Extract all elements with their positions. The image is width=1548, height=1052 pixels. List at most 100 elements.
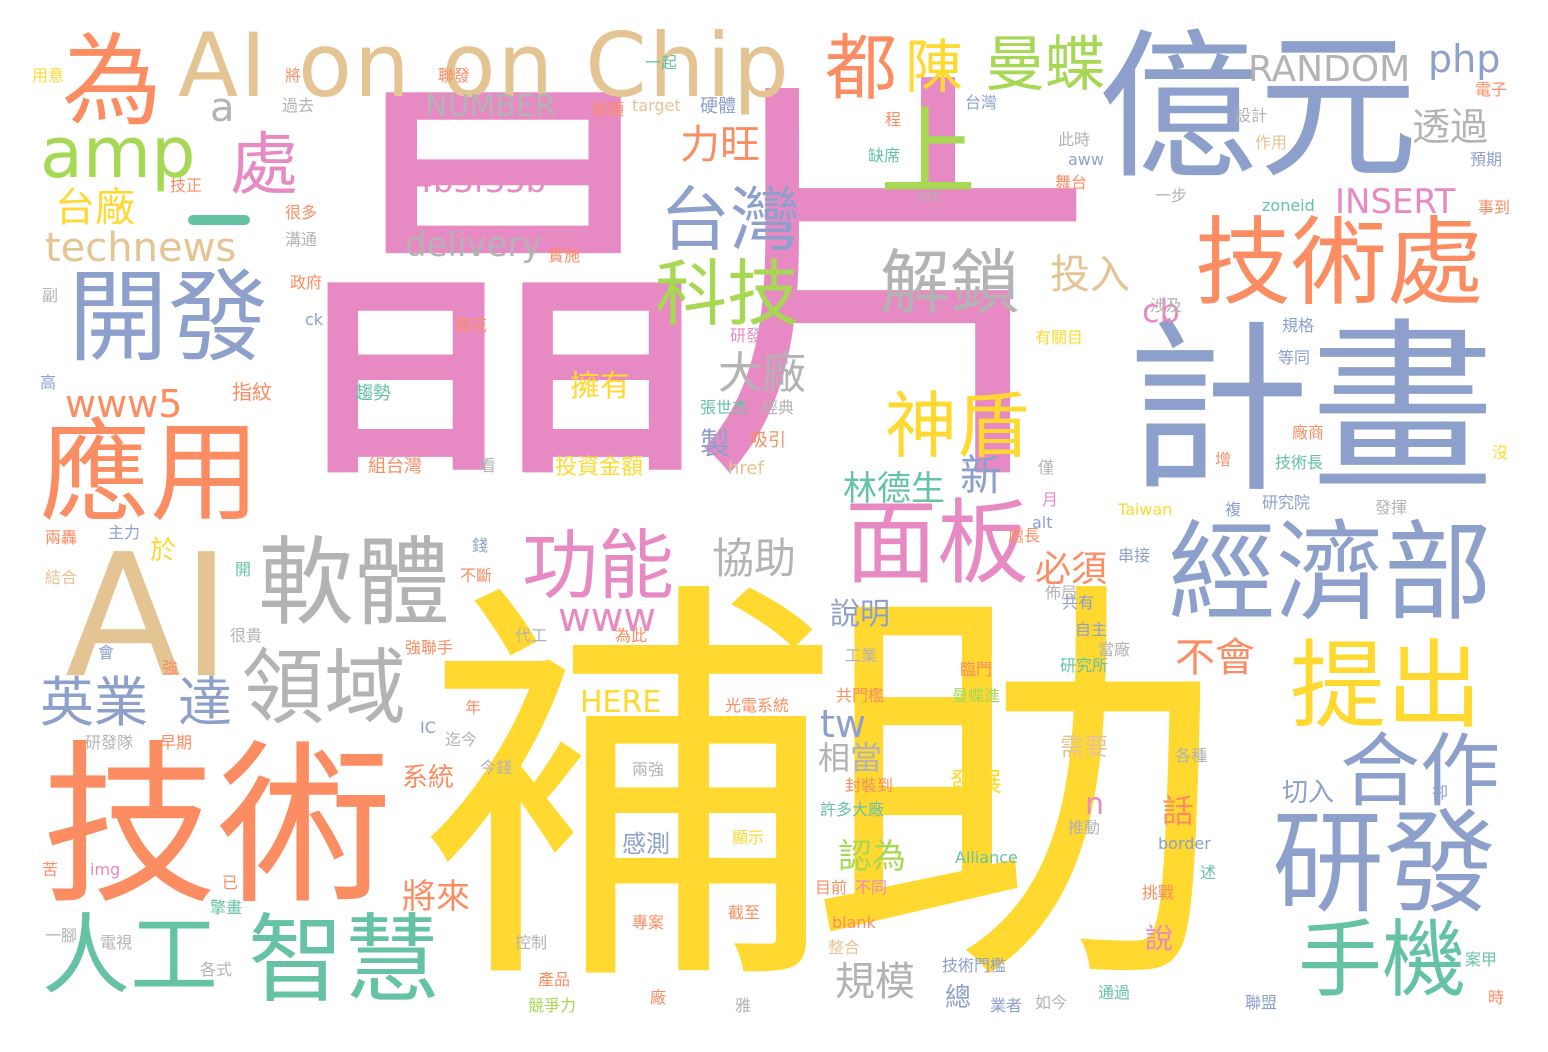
word-a: a — [210, 85, 235, 131]
word-nian: 年 — [465, 698, 482, 717]
word-target: target — [632, 96, 681, 115]
word-keji: 科技 — [655, 252, 800, 336]
word-kaifa: 開發 — [68, 259, 268, 376]
word-guangdian: 光電系統 — [725, 696, 790, 715]
word-shendun: 神盾 — [885, 384, 1030, 468]
word-guimo: 規模 — [835, 959, 915, 1005]
word-cb: cb — [1142, 292, 1180, 330]
word-yue: 月 — [1042, 490, 1059, 509]
word-gongyou: 共有 — [1062, 593, 1095, 612]
word-she: 涉及 — [1150, 296, 1183, 315]
word-buhui: 不會 — [1175, 635, 1255, 681]
word-www5: www5 — [65, 382, 183, 426]
word-ruguo: 如今 — [1035, 993, 1068, 1012]
word-goutong: 溝通 — [285, 230, 318, 249]
word-zaoqi: 早期 — [160, 733, 193, 752]
word-yanfa: 研發 — [1272, 799, 1496, 929]
word-zizhu: 自主 — [1075, 620, 1108, 639]
word-buduan: 不斷 — [460, 566, 493, 585]
word-href: href — [728, 458, 764, 479]
word-ganice: 感測 — [622, 830, 670, 858]
word-fu: 副 — [42, 286, 59, 305]
word-touru: 投入 — [1050, 252, 1130, 298]
word-menkan: 臨門 — [960, 660, 993, 679]
word-technews: technews — [45, 225, 237, 271]
word-jiangzhang: 將 — [285, 66, 302, 85]
word-yi: 已 — [222, 873, 239, 892]
word-chezi: 車子 — [960, 868, 993, 887]
word-hui: 會 — [98, 643, 115, 662]
word-php: php — [1428, 37, 1501, 81]
word-shu: 述 — [1200, 863, 1217, 882]
word-shijian2: 此時 — [1058, 130, 1091, 149]
word-qushi: 趨勢 — [355, 383, 391, 404]
word-xianshi: 顯示 — [732, 828, 765, 847]
word-yaohua: 要花 — [455, 316, 488, 335]
word-touguo: 透過 — [1412, 105, 1489, 149]
word-ic: IC — [420, 718, 436, 737]
word-dianshi: 電視 — [100, 933, 133, 952]
word-tichu: 提出 — [1290, 630, 1482, 742]
word-yongyi: 用意 — [32, 66, 65, 85]
word-qian: 錢 — [472, 536, 489, 555]
word-xiezhu: 協助 — [712, 534, 797, 583]
word-shang: 上 — [880, 97, 976, 209]
word-hen: 很貴 — [230, 626, 263, 645]
word-zhi: 製 — [700, 427, 730, 462]
dash-mark — [188, 215, 250, 225]
word-da: 達 — [178, 671, 232, 734]
word-chuzhang: 處長 — [1008, 526, 1041, 545]
word-yiqi: 一起 — [645, 53, 678, 72]
word-mei: 沒 — [1492, 443, 1509, 462]
word-liwang: 力旺 — [680, 122, 760, 168]
word-jingdian: 經典 — [762, 398, 795, 417]
word-yu: 於 — [150, 536, 177, 566]
word-mianban: 面板 — [845, 490, 1030, 597]
word-jingzheng: 競爭力 — [528, 996, 577, 1015]
word-jihua: 計畫 — [1125, 302, 1495, 518]
word-zuitaiwan: 組台灣 — [368, 456, 422, 477]
word-yanjiuyuan: 研究院 — [1262, 493, 1311, 512]
word-ai: AI — [65, 518, 232, 716]
word-ck: ck — [305, 310, 324, 329]
word-gongye: 工業 — [845, 646, 878, 665]
word-zoneid: zoneid — [1262, 196, 1315, 215]
word-dachang: 大廠 — [718, 348, 806, 399]
word-lianhe: 聯發 — [438, 66, 471, 85]
word-dianzi: 電子 — [1475, 80, 1508, 99]
word-xuduo: 許多大廠 — [820, 800, 885, 819]
word-shouji: 手機 — [1298, 911, 1467, 1009]
word-zuoyong: 作用 — [1255, 133, 1288, 152]
word-chuanjie: 串接 — [1118, 546, 1151, 565]
word-jin: 僅 — [1038, 458, 1055, 477]
word-alt: alt — [1032, 513, 1053, 532]
word-yingyong: 應用 — [40, 409, 260, 537]
word-yiyuan: 億元 — [1098, 14, 1419, 201]
word-zhiwen: 指紋 — [232, 380, 272, 404]
word-wutai: 舞台 — [1055, 173, 1088, 192]
word-ku: 苦 — [42, 860, 59, 879]
word-butong: 不同 — [855, 878, 888, 897]
word-zhihui: 智慧 — [248, 904, 440, 1016]
word-jingjibu: 經濟部 — [1168, 511, 1493, 636]
word-here: HERE — [580, 685, 662, 720]
word-guige: 規格 — [1282, 316, 1315, 335]
word-zhengfu: 政府 — [290, 273, 323, 292]
word-jinyu: 迄今 — [445, 730, 478, 749]
word-gongmenkan: 共門檻 — [836, 686, 885, 705]
word-changshang: 廠商 — [1292, 423, 1325, 442]
word-border: border — [1158, 834, 1211, 853]
word-taichang: 台廠 — [55, 185, 135, 231]
word-lianmeng: 聯盟 — [1245, 993, 1278, 1012]
word-bushi: 佈局 — [1045, 583, 1078, 602]
word-ruanti: 軟體 — [258, 527, 450, 639]
word-yanfabu: 研發隊 — [85, 733, 134, 752]
word-shijian: 實施 — [548, 246, 581, 265]
word-fengzhuang2: 專案 — [632, 913, 665, 932]
word-yezhe: 業者 — [990, 996, 1023, 1015]
word-zengjia: 增 — [1215, 450, 1232, 469]
word-shandong: 過去 — [282, 96, 315, 115]
word-jishu: 技術 — [42, 726, 392, 929]
word-n: n — [1085, 787, 1105, 822]
